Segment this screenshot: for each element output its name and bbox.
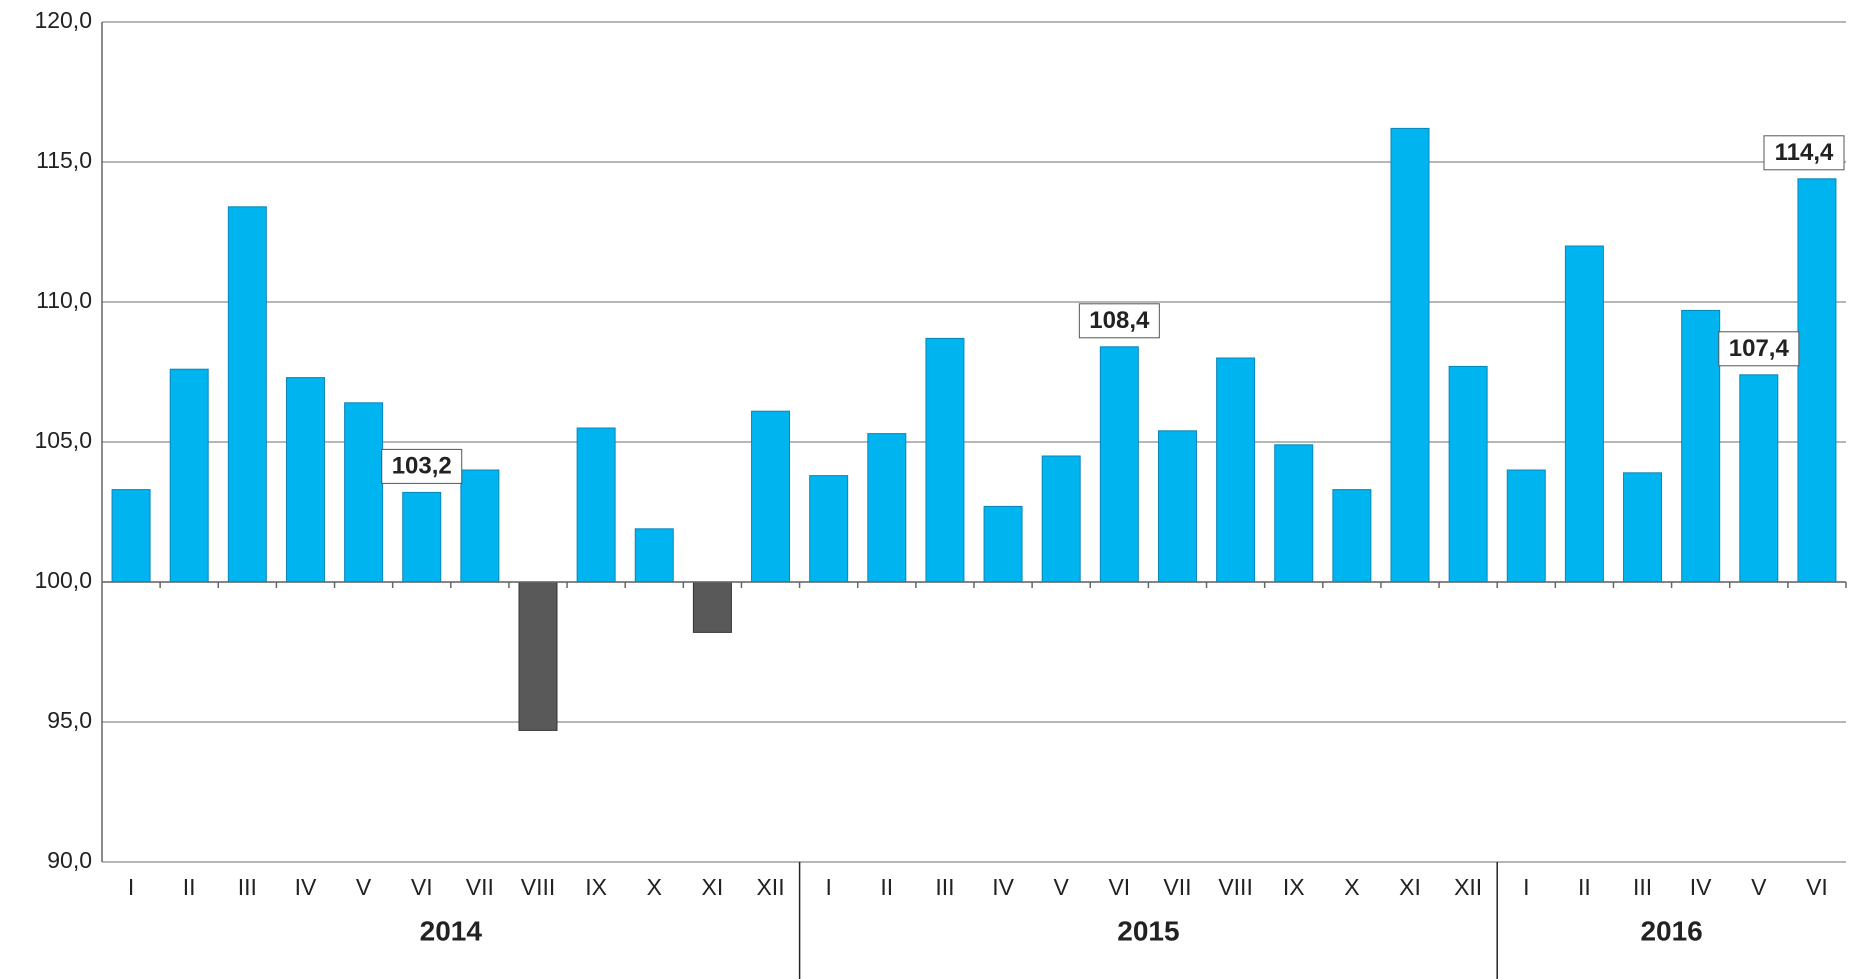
y-tick-label: 95,0 [47, 707, 92, 733]
label-box [1763, 135, 1845, 171]
x-tick-label: X [647, 874, 662, 900]
bar [751, 410, 791, 583]
x-tick-label: V [1054, 874, 1070, 900]
bar [809, 475, 849, 583]
x-tick-label: V [356, 874, 372, 900]
x-tick-label: V [1751, 874, 1767, 900]
y-tick-label: 100,0 [34, 567, 92, 593]
bar [285, 377, 325, 583]
x-tick-label: IV [1690, 874, 1712, 900]
bar [1564, 245, 1604, 583]
y-tick-label: 110,0 [36, 287, 92, 313]
x-tick-label: XII [756, 874, 784, 900]
x-tick-label: III [238, 874, 257, 900]
x-tick-label: XI [1399, 874, 1421, 900]
bar [111, 489, 151, 583]
bar [1797, 178, 1837, 583]
year-label: 2015 [1117, 915, 1179, 946]
x-tick-label: IV [992, 874, 1014, 900]
year-label: 2014 [420, 915, 483, 946]
x-tick-label: VII [1163, 874, 1191, 900]
x-tick-label: III [935, 874, 954, 900]
x-tick-label: I [1523, 874, 1529, 900]
x-tick-label: IX [585, 874, 607, 900]
y-tick-label: 105,0 [34, 427, 92, 453]
value-label: 108,4 [1089, 307, 1150, 334]
bar [867, 433, 907, 583]
x-tick-label: VI [1806, 874, 1828, 900]
x-tick-label: III [1633, 874, 1652, 900]
bar [983, 505, 1023, 583]
value-label: 103,2 [392, 453, 452, 480]
y-tick-label: 90,0 [47, 847, 92, 873]
x-tick-label: IX [1283, 874, 1305, 900]
bar [169, 368, 209, 583]
value-label: 114,4 [1775, 139, 1834, 166]
x-tick-label: II [183, 874, 196, 900]
label-box [1078, 303, 1160, 339]
bar [402, 491, 442, 583]
bar [1448, 365, 1488, 583]
bar [1739, 374, 1779, 583]
x-tick-label: I [825, 874, 831, 900]
x-tick-label: XI [702, 874, 724, 900]
x-tick-label: I [128, 874, 134, 900]
bar [1041, 455, 1081, 583]
bar [692, 581, 732, 633]
x-tick-label: VI [411, 874, 433, 900]
value-label: 107,4 [1729, 335, 1790, 362]
x-tick-label: VIII [1218, 874, 1253, 900]
bar [1157, 430, 1197, 583]
x-tick-label: IV [295, 874, 317, 900]
x-tick-label: XII [1454, 874, 1482, 900]
x-tick-label: II [880, 874, 893, 900]
value-label-box: 107,4 [1718, 331, 1800, 367]
x-tick-label: VI [1108, 874, 1130, 900]
bar [634, 528, 674, 583]
bar [1099, 346, 1139, 583]
bar [1274, 444, 1314, 583]
value-label-box: 103,2 [381, 448, 463, 484]
label-box [381, 448, 463, 484]
y-tick-label: 120,0 [34, 7, 92, 33]
bar [576, 427, 616, 583]
bar [1390, 127, 1430, 583]
bar [1506, 469, 1546, 583]
bar [1216, 357, 1256, 583]
value-label-box: 114,4 [1763, 135, 1845, 171]
value-label-box: 108,4 [1078, 303, 1160, 339]
bar [460, 469, 500, 583]
x-tick-label: VIII [521, 874, 556, 900]
bar [227, 206, 267, 583]
x-tick-label: X [1344, 874, 1359, 900]
bar [1681, 309, 1721, 583]
bar [344, 402, 384, 583]
bar [925, 337, 965, 583]
bar [1623, 472, 1663, 583]
x-tick-label: II [1578, 874, 1591, 900]
year-label: 2016 [1640, 915, 1702, 946]
y-tick-label: 115,0 [36, 147, 92, 173]
x-tick-label: VII [466, 874, 494, 900]
bar [1332, 489, 1372, 583]
label-box [1718, 331, 1800, 367]
bar [518, 581, 558, 731]
